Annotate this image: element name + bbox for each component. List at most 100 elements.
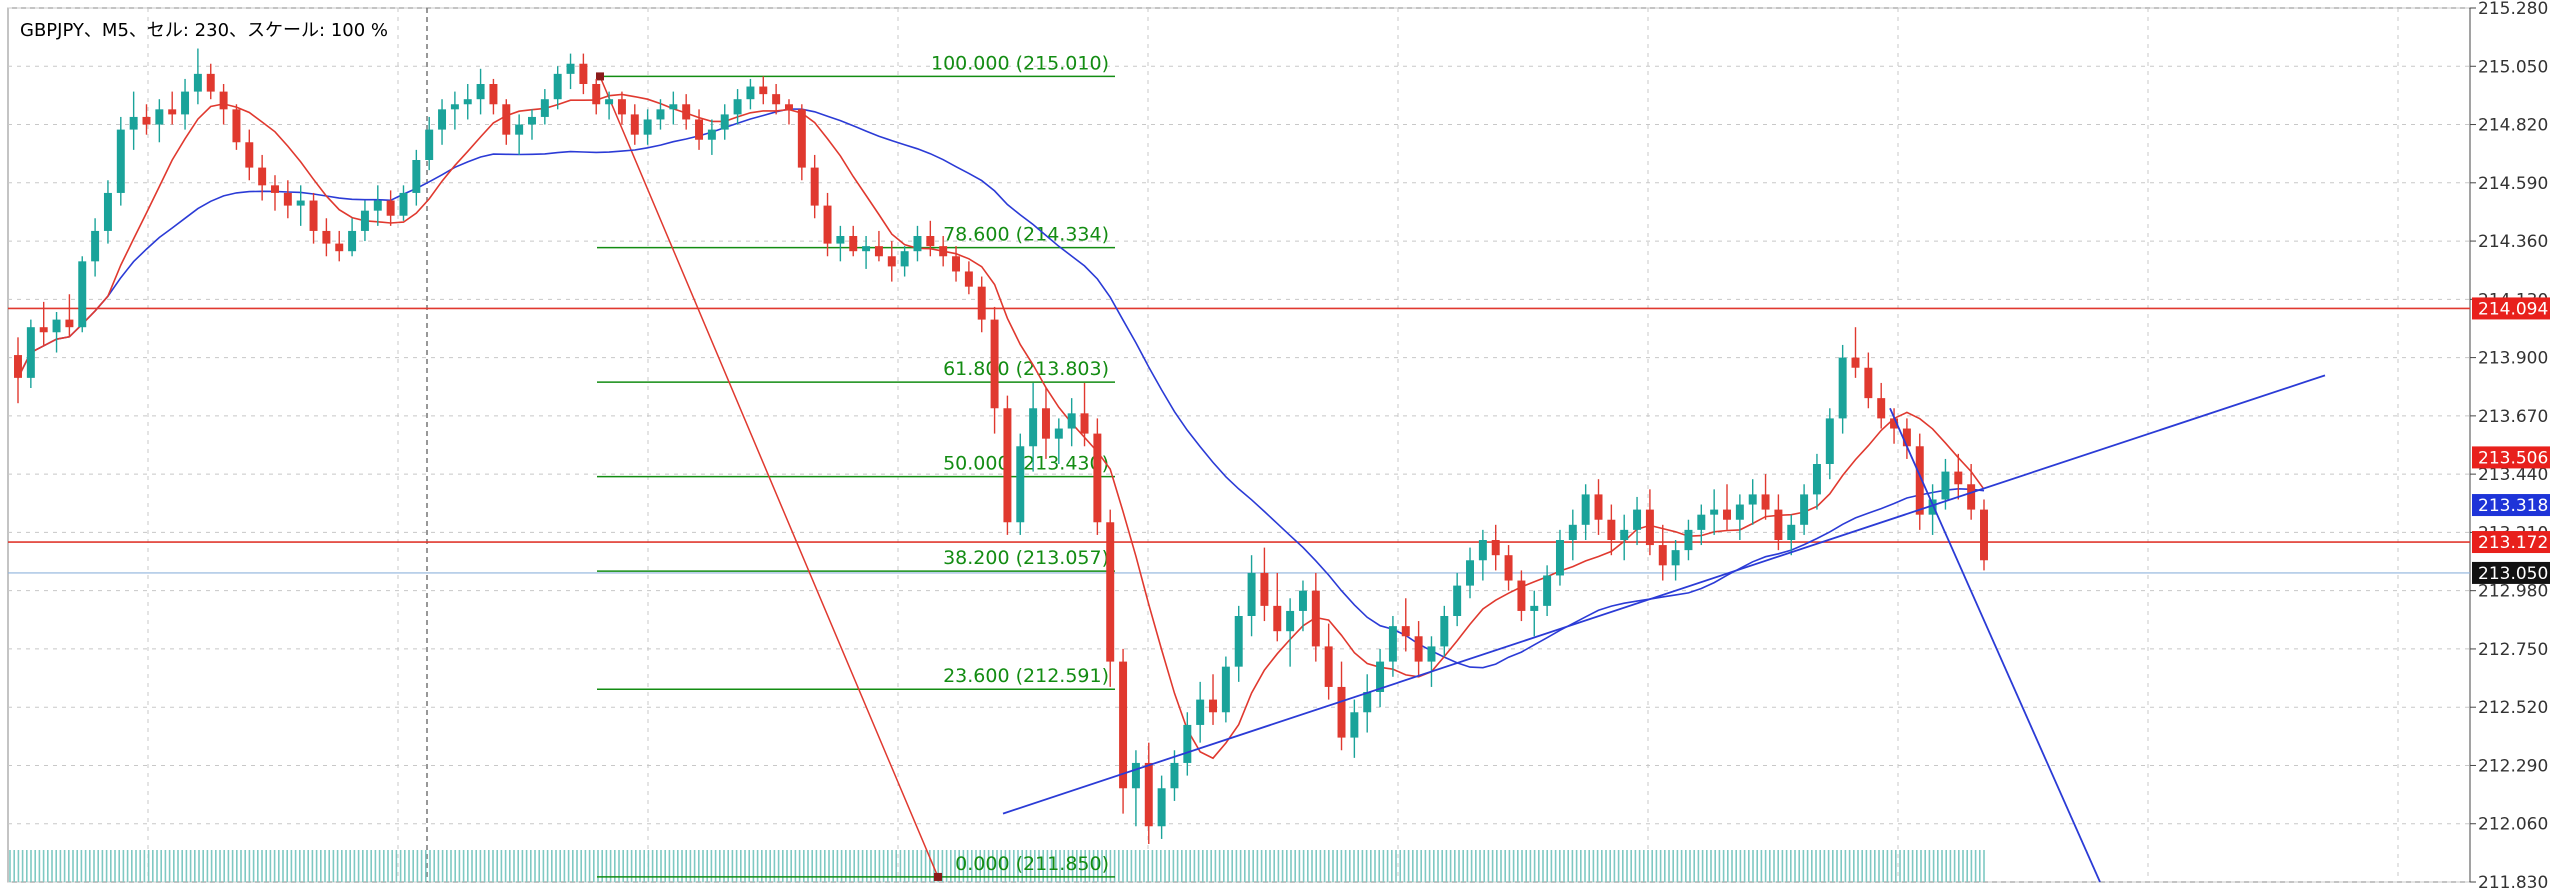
candle-body xyxy=(1761,494,1770,510)
fib-level-label: 38.200 (213.057) xyxy=(943,547,1109,569)
candle-body xyxy=(1106,522,1115,662)
candle-body xyxy=(1748,494,1757,505)
candle-body xyxy=(502,104,511,135)
candle-body xyxy=(746,86,755,100)
candle-body xyxy=(617,99,626,115)
price-tag xyxy=(2472,561,2550,584)
price-tag xyxy=(2472,297,2550,320)
candle-body xyxy=(849,236,858,252)
fib-anchor-line[interactable] xyxy=(599,76,939,878)
candle-body xyxy=(1041,408,1050,439)
candle-body xyxy=(1196,699,1205,725)
candle-body xyxy=(1183,724,1192,763)
y-tick-label: 214.590 xyxy=(2478,174,2548,194)
candle-body xyxy=(977,286,986,320)
fib-anchor-handle[interactable] xyxy=(596,72,604,81)
candle-body xyxy=(1890,418,1899,429)
candle-body xyxy=(579,63,588,84)
candle-body xyxy=(168,109,177,115)
trendline-support[interactable] xyxy=(1002,374,2326,815)
candle-body xyxy=(1902,428,1911,447)
fib-level-label: 61.800 (213.803) xyxy=(943,358,1109,380)
candle-body xyxy=(784,104,793,110)
candle-body xyxy=(1825,418,1834,464)
candle-body xyxy=(720,114,729,130)
y-tick-label: 211.830 xyxy=(2478,873,2548,892)
candle-body xyxy=(605,99,614,105)
price-tag xyxy=(2472,494,2550,517)
candle-body xyxy=(373,200,382,211)
candle-body xyxy=(206,73,215,92)
candle-body xyxy=(1774,509,1783,540)
candle-body xyxy=(1555,540,1564,576)
trendline-down[interactable] xyxy=(1889,407,2101,883)
candle-body xyxy=(1954,471,1963,485)
candle-body xyxy=(939,246,948,257)
candle-body xyxy=(348,230,357,252)
candle-body xyxy=(707,129,716,140)
y-tick-label: 212.980 xyxy=(2478,582,2548,602)
candle-body xyxy=(669,104,678,110)
candle-body xyxy=(1478,540,1487,561)
candle-body xyxy=(1658,545,1667,566)
price-tag-label: 214.094 xyxy=(2478,299,2548,319)
candle-body xyxy=(630,114,639,135)
candle-body xyxy=(39,327,48,333)
candle-body xyxy=(1697,514,1706,530)
candle-body xyxy=(810,167,819,206)
candle-body xyxy=(1080,413,1089,434)
candle-body xyxy=(1119,661,1128,789)
plot-frame xyxy=(7,7,2471,883)
candle-body xyxy=(1234,616,1243,667)
symbol-info: GBPJPY、M5、セル: 230、スケール: 100 % xyxy=(20,20,389,41)
candle-body xyxy=(52,319,61,333)
candle-body xyxy=(1388,626,1397,662)
candle-body xyxy=(1170,762,1179,789)
candle-body xyxy=(489,84,498,105)
candle-body xyxy=(1568,524,1577,540)
price-tag xyxy=(2472,531,2550,554)
candle-body xyxy=(1594,494,1603,520)
candle-body xyxy=(386,200,395,216)
candle-body xyxy=(193,73,202,92)
candle-body xyxy=(65,319,74,328)
candle-body xyxy=(438,109,447,130)
candle-body xyxy=(1363,692,1372,713)
candle-body xyxy=(26,327,35,378)
candle-body xyxy=(1607,519,1616,540)
candle-body xyxy=(116,129,125,193)
fib-anchor-handle[interactable] xyxy=(934,872,942,881)
candle-body xyxy=(540,99,549,117)
candle-body xyxy=(1543,575,1552,606)
candle-body xyxy=(964,271,973,287)
y-tick-label: 213.670 xyxy=(2478,407,2548,427)
candle-body xyxy=(322,230,331,244)
candle-body xyxy=(1491,540,1500,556)
candle-body xyxy=(1298,590,1307,611)
candle-body xyxy=(887,256,896,267)
candle-body xyxy=(836,236,845,244)
candle-body xyxy=(990,319,999,409)
candle-body xyxy=(91,230,100,262)
candle-body xyxy=(1723,509,1731,520)
candle-body xyxy=(232,109,241,143)
candle-body xyxy=(1029,408,1038,447)
fib-level-label: 100.000 (215.010) xyxy=(931,52,1109,74)
candle-body xyxy=(103,192,112,231)
candle-body xyxy=(142,116,151,125)
candle-body xyxy=(1221,666,1230,713)
candle-body xyxy=(1800,494,1809,525)
candle-body xyxy=(1414,636,1423,662)
fib-level-label: 0.000 (211.850) xyxy=(955,853,1109,875)
candle-body xyxy=(1003,408,1012,523)
candle-body xyxy=(450,104,459,110)
candle-body xyxy=(1928,499,1937,515)
candle-body xyxy=(1812,464,1821,495)
candle-body xyxy=(476,84,485,100)
candle-body xyxy=(283,192,292,206)
y-tick-label: 213.440 xyxy=(2478,465,2548,485)
candle-body xyxy=(1324,646,1333,687)
price-tag-label: 213.050 xyxy=(2478,564,2548,584)
